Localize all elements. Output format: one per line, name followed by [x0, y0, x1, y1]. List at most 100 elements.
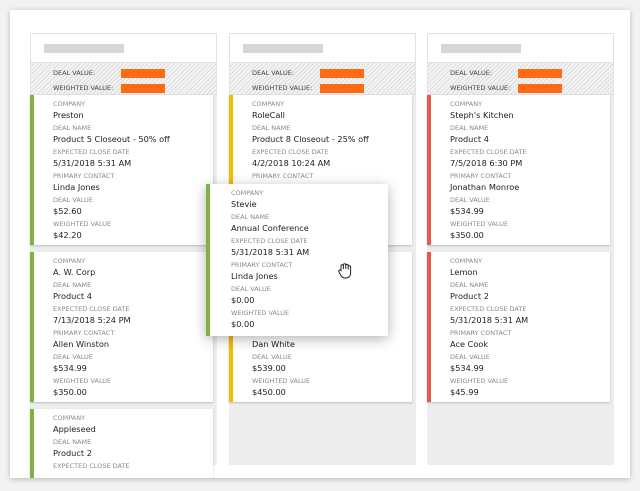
field-value: Linda Jones — [53, 182, 100, 192]
field-label: DEAL VALUE — [450, 353, 490, 361]
field-label: DEAL NAME — [53, 281, 92, 289]
column-title-placeholder — [441, 44, 521, 53]
field-value: Steph's Kitchen — [450, 110, 514, 120]
field-label: DEAL NAME — [450, 281, 489, 289]
board: DEAL VALUE: WEIGHTED VALUE: COMPANY Preston… — [10, 10, 630, 478]
field-label: COMPANY — [450, 257, 483, 265]
field-label: EXPECTED CLOSE DATE — [252, 148, 329, 156]
field-value: Annual Conference — [231, 223, 309, 233]
field-value: $45.99 — [450, 387, 479, 397]
field-label: PRIMARY CONTACT — [252, 172, 314, 180]
redacted-value — [518, 84, 562, 93]
field-value: 5/31/2018 5:31 AM — [53, 158, 132, 168]
deal-value-label: DEAL VALUE: — [450, 69, 493, 77]
field-value: Product 5 Closeout - 50% off — [53, 134, 170, 144]
field-label: COMPANY — [252, 100, 285, 108]
redacted-value — [518, 69, 562, 78]
field-value: $0.00 — [231, 295, 255, 305]
field-value: $450.00 — [252, 387, 286, 397]
field-label: WEIGHTED VALUE — [53, 377, 112, 385]
deal-value-label: DEAL VALUE: — [53, 69, 96, 77]
field-label: PRIMARY CONTACT — [231, 261, 293, 269]
field-label: DEAL VALUE — [450, 196, 490, 204]
field-label: PRIMARY CONTACT — [53, 329, 115, 337]
field-label: DEAL VALUE — [231, 285, 271, 293]
field-value: Lemon — [450, 267, 478, 277]
field-value: Product 4 — [53, 291, 92, 301]
field-value: Stevie — [231, 199, 257, 209]
field-value: 5/31/2018 5:31 AM — [231, 247, 310, 257]
field-value: Preston — [53, 110, 84, 120]
field-label: WEIGHTED VALUE — [53, 220, 112, 228]
field-value: Allen Winston — [53, 339, 110, 349]
weighted-value-label: WEIGHTED VALUE: — [450, 84, 511, 92]
field-label: PRIMARY CONTACT — [450, 172, 512, 180]
field-label: WEIGHTED VALUE — [450, 377, 509, 385]
field-value: $539.00 — [252, 363, 286, 373]
field-label: COMPANY — [53, 414, 86, 422]
field-value: Product 2 — [450, 291, 489, 301]
field-label: COMPANY — [53, 100, 86, 108]
field-value: $350.00 — [450, 230, 484, 240]
field-value: 5/31/2018 5:31 AM — [450, 315, 529, 325]
deal-card[interactable] — [30, 252, 213, 402]
redacted-value — [121, 69, 165, 78]
field-value: $534.99 — [450, 206, 484, 216]
field-label: EXPECTED CLOSE DATE — [450, 305, 527, 313]
field-value: 4/2/2018 10:24 AM — [252, 158, 331, 168]
deal-card[interactable] — [427, 252, 610, 402]
field-value: Product 2 — [53, 448, 92, 458]
field-value: Product 4 — [450, 134, 489, 144]
field-label: EXPECTED CLOSE DATE — [53, 305, 130, 313]
grab-cursor — [338, 263, 352, 279]
column-title-placeholder — [44, 44, 124, 53]
field-label: DEAL NAME — [53, 124, 92, 132]
field-label: DEAL VALUE — [252, 353, 292, 361]
field-label: WEIGHTED VALUE — [450, 220, 509, 228]
field-value: 7/13/2018 5:24 PM — [53, 315, 131, 325]
field-label: WEIGHTED VALUE — [231, 309, 290, 317]
field-label: DEAL VALUE — [53, 196, 93, 204]
field-value: $0.00 — [231, 319, 255, 329]
field-label: DEAL NAME — [252, 124, 291, 132]
field-label: PRIMARY CONTACT — [53, 172, 115, 180]
field-value: Ace Cook — [450, 339, 489, 349]
field-value: RoleCall — [252, 110, 285, 120]
field-label: WEIGHTED VALUE — [252, 377, 311, 385]
field-value: 7/5/2018 6:30 PM — [450, 158, 523, 168]
field-label: COMPANY — [231, 189, 264, 197]
column-title-placeholder — [243, 44, 323, 53]
field-value: Linda Jones — [231, 271, 278, 281]
redacted-value — [320, 69, 364, 78]
field-label: DEAL NAME — [231, 213, 270, 221]
field-label: EXPECTED CLOSE DATE — [53, 462, 130, 470]
field-label: DEAL NAME — [53, 438, 92, 446]
deal-value-label: DEAL VALUE: — [252, 69, 295, 77]
deal-card[interactable] — [427, 95, 610, 245]
field-label: EXPECTED CLOSE DATE — [231, 237, 308, 245]
deal-card[interactable] — [30, 95, 213, 245]
weighted-value-label: WEIGHTED VALUE: — [53, 84, 114, 92]
field-value: Appleseed — [53, 424, 96, 434]
field-label: COMPANY — [450, 100, 483, 108]
field-label: COMPANY — [53, 257, 86, 265]
field-value: A. W. Corp — [53, 267, 96, 277]
field-label: DEAL NAME — [450, 124, 489, 132]
field-value: $350.00 — [53, 387, 87, 397]
field-value: $534.99 — [53, 363, 87, 373]
field-label: EXPECTED CLOSE DATE — [450, 148, 527, 156]
deal-card[interactable] — [30, 409, 213, 478]
field-value: Jonathan Monroe — [450, 182, 520, 192]
field-value: Dan White — [252, 339, 295, 349]
field-label: DEAL VALUE — [53, 353, 93, 361]
weighted-value-label: WEIGHTED VALUE: — [252, 84, 313, 92]
field-value: $42.20 — [53, 230, 82, 240]
dragged-deal-card[interactable] — [206, 184, 388, 336]
redacted-value — [320, 84, 364, 93]
field-value: Product 8 Closeout - 25% off — [252, 134, 369, 144]
field-value: $52.60 — [53, 206, 82, 216]
field-value: $534.99 — [450, 363, 484, 373]
field-label: PRIMARY CONTACT — [450, 329, 512, 337]
redacted-value — [121, 84, 165, 93]
